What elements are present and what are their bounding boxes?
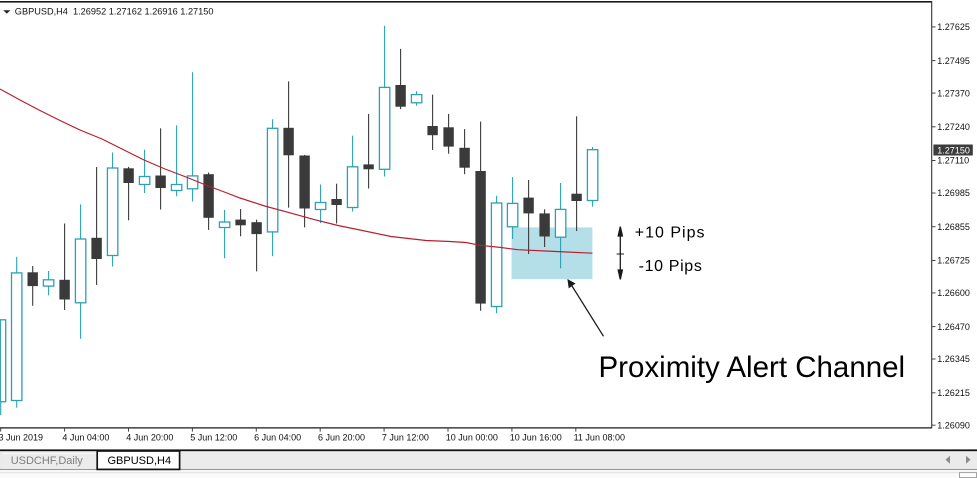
svg-text:1.26090: 1.26090 [937, 420, 970, 430]
svg-text:1.27110: 1.27110 [937, 156, 969, 166]
svg-text:1.26725: 1.26725 [937, 256, 970, 266]
svg-text:GBPUSD,H4: GBPUSD,H4 [108, 455, 172, 467]
svg-text:-10 Pips: -10 Pips [639, 258, 703, 275]
svg-text:10 Jun 00:00: 10 Jun 00:00 [446, 432, 498, 442]
svg-text:1.27240: 1.27240 [937, 122, 970, 132]
svg-text:1.27625: 1.27625 [937, 22, 970, 32]
svg-text:1.26855: 1.26855 [937, 222, 970, 232]
svg-text:10 Jun 16:00: 10 Jun 16:00 [510, 432, 562, 442]
svg-text:11 Jun 08:00: 11 Jun 08:00 [574, 432, 625, 442]
svg-text:1.26215: 1.26215 [937, 388, 970, 398]
svg-text:3 Jun 2019: 3 Jun 2019 [0, 432, 43, 442]
svg-text:1.26600: 1.26600 [937, 288, 970, 298]
svg-text:4 Jun 04:00: 4 Jun 04:00 [62, 432, 109, 442]
svg-text:1.27370: 1.27370 [937, 88, 970, 98]
svg-text:4 Jun 20:00: 4 Jun 20:00 [126, 432, 173, 442]
svg-text:1.26345: 1.26345 [937, 354, 970, 364]
svg-text:5 Jun 12:00: 5 Jun 12:00 [190, 432, 237, 442]
svg-text:GBPUSD,H4 1.26952 1.27162 1.2: GBPUSD,H4 1.26952 1.27162 1.26916 1.2715… [15, 7, 214, 17]
svg-text:7 Jun 12:00: 7 Jun 12:00 [382, 432, 429, 442]
svg-text:Proximity Alert Channel: Proximity Alert Channel [599, 351, 906, 384]
svg-text:+10 Pips: +10 Pips [635, 224, 706, 241]
svg-text:6 Jun 04:00: 6 Jun 04:00 [254, 432, 301, 442]
svg-text:1.27150: 1.27150 [937, 145, 970, 155]
svg-text:6 Jun 20:00: 6 Jun 20:00 [318, 432, 365, 442]
svg-text:1.26470: 1.26470 [937, 322, 970, 332]
svg-text:1.26985: 1.26985 [937, 188, 970, 198]
svg-text:1.27495: 1.27495 [937, 56, 970, 66]
svg-text:USDCHF,Daily: USDCHF,Daily [11, 455, 84, 467]
